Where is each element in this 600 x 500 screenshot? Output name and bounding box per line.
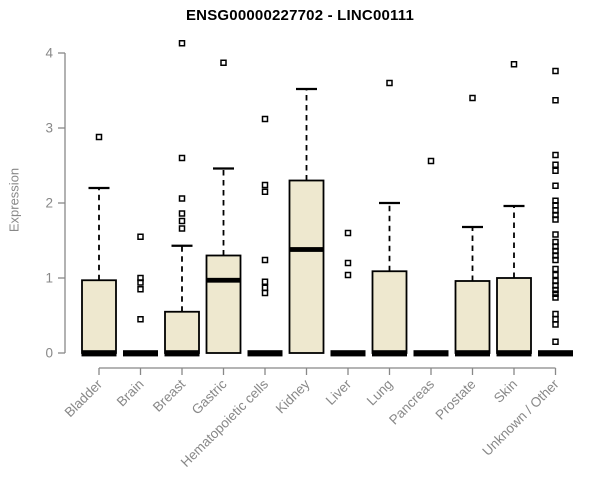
outlier-point (552, 97, 559, 104)
outlier-point (552, 316, 559, 323)
median-line (123, 350, 158, 357)
outlier-point (552, 290, 559, 297)
median-line (496, 350, 532, 357)
y-tick-label: 2 (45, 196, 53, 211)
outlier-point (261, 256, 269, 264)
outlier-point (552, 294, 559, 301)
outlier-point (178, 225, 186, 232)
chart-title: ENSG00000227702 - LINC00111 (185, 7, 415, 24)
y-tick-label: 1 (45, 271, 53, 286)
x-category-label: Pancreas (386, 376, 437, 427)
outlier-point (261, 181, 269, 189)
outlier-point (178, 154, 186, 162)
outlier-point (552, 338, 559, 345)
outlier-point (261, 188, 269, 195)
outlier-point (552, 265, 559, 273)
outlier-point (137, 286, 144, 293)
outlier-point (552, 202, 559, 209)
box (454, 280, 491, 354)
outlier-point (552, 256, 559, 264)
median-line (538, 350, 573, 357)
outlier-point (552, 286, 559, 294)
outlier-point (552, 216, 559, 223)
outlier-point (552, 271, 559, 279)
median-line (289, 247, 324, 252)
box (164, 310, 200, 354)
outlier-point (552, 231, 559, 238)
outlier-point (552, 67, 559, 75)
outlier-point (261, 284, 269, 291)
outlier-point (178, 217, 186, 225)
outlier-point (137, 233, 144, 240)
outlier-point (178, 40, 186, 47)
outlier-point (261, 289, 269, 297)
box (288, 179, 325, 354)
outlier-point (552, 161, 559, 168)
box (496, 277, 532, 354)
box (81, 279, 117, 354)
median-line (455, 350, 490, 357)
x-category-label: Skin (491, 377, 520, 406)
x-category-label: Brain (114, 377, 147, 410)
x-category-label: Breast (150, 376, 188, 414)
x-category-label: Bladder (62, 376, 106, 420)
outlier-point (344, 259, 352, 267)
outlier-point (552, 167, 559, 174)
x-category-label: Lung (364, 377, 396, 409)
outlier-point (386, 79, 393, 87)
outlier-point (261, 115, 269, 123)
outlier-point (137, 279, 144, 286)
outlier-point (344, 229, 352, 237)
median-line (330, 350, 366, 357)
x-category-label: Gastric (189, 376, 230, 417)
y-tick-label: 3 (45, 121, 53, 136)
box (371, 270, 408, 354)
outlier-point (95, 133, 103, 141)
median-line (372, 350, 407, 357)
box (205, 254, 242, 354)
median-line (206, 277, 241, 283)
outlier-point (261, 278, 269, 285)
outlier-point (552, 310, 559, 318)
median-line (413, 350, 449, 357)
x-category-label: Liver (323, 376, 355, 408)
outlier-point (137, 316, 144, 323)
median-line (164, 350, 200, 357)
outlier-point (344, 271, 352, 279)
y-tick-label: 4 (45, 46, 53, 61)
outlier-point (552, 182, 559, 189)
outlier-point (178, 210, 186, 217)
x-category-label: Prostate (432, 377, 478, 423)
outlier-point (178, 195, 186, 202)
outlier-point (510, 61, 518, 68)
x-category-label: Unknown / Other (479, 376, 562, 459)
x-category-label: Kidney (273, 376, 313, 416)
median-line (81, 350, 117, 357)
outlier-point (469, 94, 476, 102)
y-tick-label: 0 (45, 346, 53, 361)
outlier-point (552, 151, 559, 159)
outlier-point (427, 157, 435, 165)
median-line (247, 350, 283, 357)
outlier-point (220, 59, 227, 66)
outlier-point (552, 321, 559, 328)
